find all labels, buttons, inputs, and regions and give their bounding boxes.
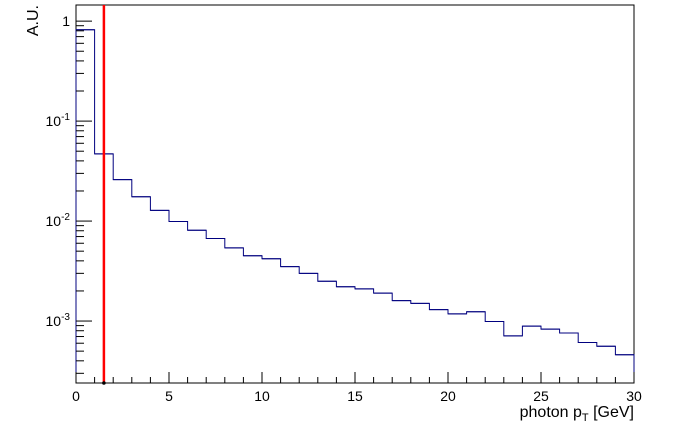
y-axis-title: A.U. — [25, 5, 42, 36]
plot-frame — [75, 4, 635, 384]
x-tick-label: 5 — [165, 388, 173, 404]
x-tick-label: 0 — [72, 388, 80, 404]
cut-line-marker — [102, 381, 106, 385]
y-tick-label: 10-1 — [46, 112, 71, 129]
x-tick-label: 15 — [347, 388, 363, 404]
x-tick-label: 30 — [626, 388, 642, 404]
x-tick-label: 25 — [533, 388, 549, 404]
y-tick-label: 10-3 — [46, 312, 71, 329]
x-tick-label: 10 — [254, 388, 270, 404]
y-tick-label: 10-2 — [46, 212, 71, 229]
x-tick-label: 20 — [440, 388, 456, 404]
x-axis-title: photon pT [GeV] — [520, 404, 634, 423]
y-tick-label: 1 — [62, 13, 70, 29]
histogram-series — [75, 29, 635, 383]
